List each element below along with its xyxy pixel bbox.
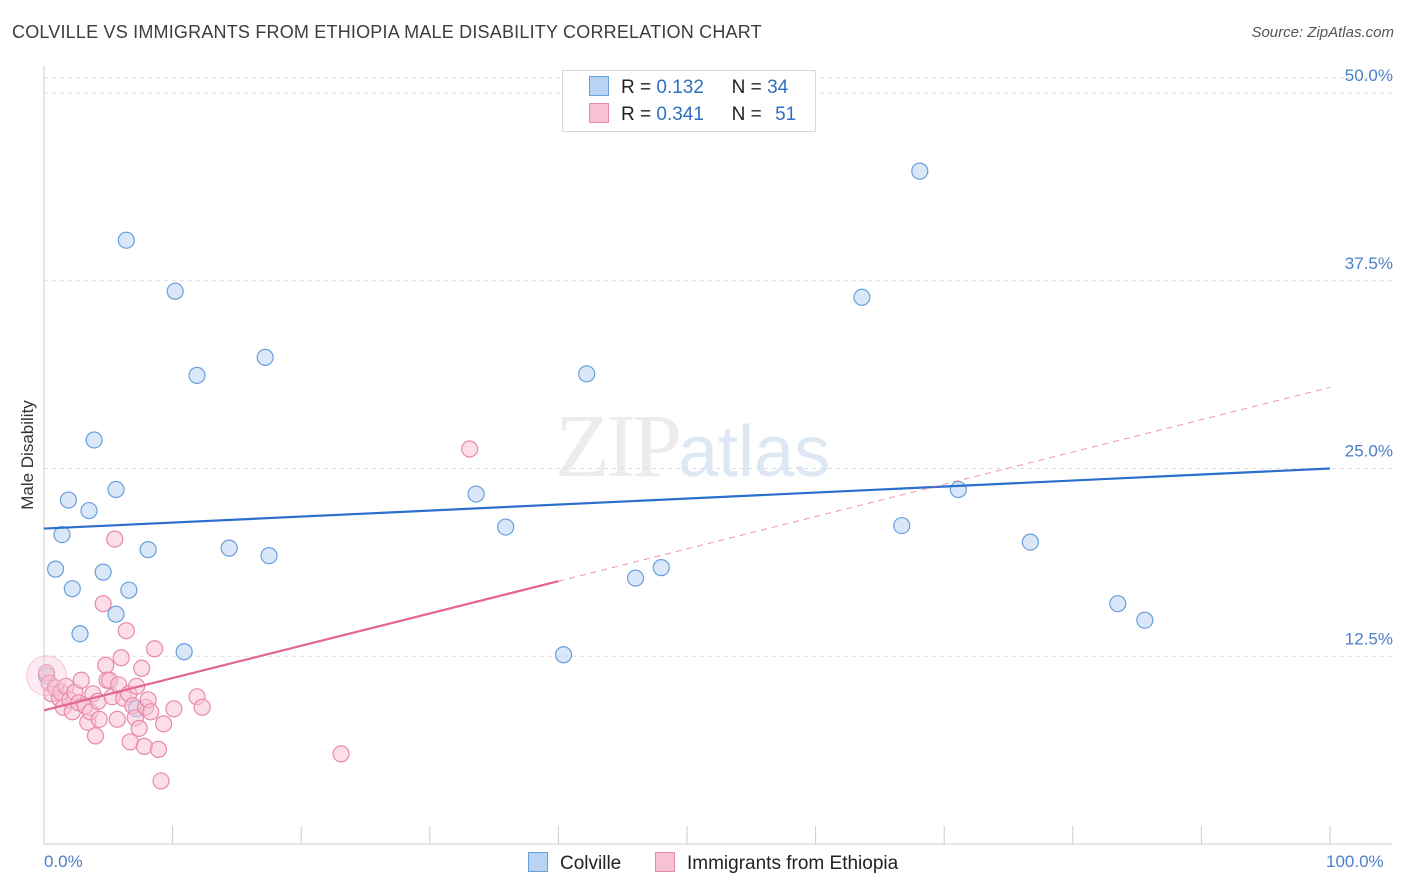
x-tick-max: 100.0% — [1326, 852, 1384, 871]
point-ethiopia-36 — [130, 719, 148, 737]
point-colville-2 — [53, 525, 71, 544]
trendline-ethiopia-extension — [558, 386, 1331, 582]
point-colville-10 — [107, 480, 125, 499]
source-label: Source: ZipAtlas.com — [1251, 24, 1394, 41]
point-colville-14 — [139, 541, 157, 559]
point-colville-33 — [1136, 611, 1154, 629]
x-tick-min: 0.0% — [44, 852, 83, 871]
point-colville-30 — [949, 480, 967, 499]
legend-n-value-ethiopia: 51 — [775, 104, 797, 125]
point-colville-27 — [853, 288, 871, 306]
point-ethiopia-12 — [72, 671, 90, 689]
point-colville-24 — [578, 365, 596, 383]
point-ethiopia-42 — [145, 640, 164, 658]
point-ethiopia-50 — [193, 698, 211, 716]
point-colville-18 — [220, 539, 238, 557]
point-colville-21 — [467, 485, 485, 503]
bottom-legend-swatch-colville — [528, 852, 548, 872]
bottom-legend-label-colville: Colville — [560, 853, 622, 874]
legend-swatch-ethiopia — [589, 103, 609, 123]
point-colville-25 — [626, 569, 645, 587]
point-colville-16 — [175, 643, 193, 661]
point-colville-12 — [120, 581, 138, 599]
point-ethiopia-21 — [97, 656, 115, 674]
point-ethiopia-37 — [133, 659, 151, 677]
bottom-legend-swatch-ethiopia — [655, 852, 675, 872]
point-ethiopia-25 — [106, 530, 124, 548]
bottom-legend-ethiopia: Immigrants from Ethiopia — [655, 852, 898, 875]
point-ethiopia-43 — [149, 740, 168, 758]
point-ethiopia-45 — [154, 715, 173, 733]
point-colville-7 — [85, 431, 103, 449]
point-colville-23 — [554, 646, 573, 664]
point-ethiopia-41 — [142, 703, 160, 721]
point-colville-32 — [1109, 595, 1127, 613]
point-colville-28 — [893, 516, 911, 535]
point-ethiopia-26 — [108, 710, 126, 728]
point-colville-1 — [46, 560, 65, 578]
y-tick-label-2: 37.5% — [1345, 254, 1393, 273]
point-colville-19 — [256, 348, 274, 366]
point-colville-22 — [497, 518, 515, 536]
point-colville-15 — [166, 282, 184, 300]
legend-r-value-colville: 0.132 — [656, 77, 704, 98]
point-ethiopia-19 — [90, 710, 108, 728]
bottom-legend-label-ethiopia: Immigrants from Ethiopia — [687, 853, 899, 874]
legend-r-label: R = — [621, 77, 652, 98]
point-colville-6 — [80, 501, 98, 520]
stats-legend: R = 0.132 N = 34 R = 0.341 N = 51 — [562, 70, 816, 132]
point-ethiopia-46 — [165, 700, 183, 718]
point-ethiopia-44 — [152, 772, 170, 790]
legend-n-label: N = — [731, 77, 762, 98]
y-tick-label-1: 25.0% — [1345, 442, 1393, 461]
legend-n-value-colville: 34 — [767, 77, 789, 98]
point-colville-4 — [63, 580, 81, 598]
point-ethiopia-17 — [86, 727, 105, 745]
point-colville-31 — [1021, 533, 1039, 551]
point-ethiopia-30 — [117, 622, 135, 640]
point-ethiopia-20 — [94, 595, 112, 613]
point-ethiopia-32 — [121, 733, 139, 751]
point-colville-26 — [652, 559, 670, 577]
point-ethiopia-cluster — [26, 655, 68, 697]
point-colville-5 — [71, 625, 89, 643]
trendline-colville — [43, 467, 1331, 530]
bottom-legend-colville: Colville — [528, 852, 621, 875]
y-tick-label-3: 50.0% — [1345, 66, 1393, 85]
point-colville-29 — [911, 162, 929, 180]
legend-swatch-colville — [589, 76, 609, 96]
point-colville-8 — [94, 563, 112, 581]
point-colville-20 — [260, 547, 278, 565]
legend-r-label: R = — [621, 104, 652, 125]
point-ethiopia-49 — [461, 440, 479, 458]
legend-n-label: N = — [731, 104, 762, 125]
chart-title: COLVILLE VS IMMIGRANTS FROM ETHIOPIA MAL… — [12, 22, 762, 42]
point-ethiopia-28 — [112, 649, 130, 667]
point-colville-3 — [59, 491, 78, 509]
trendline-ethiopia — [43, 580, 559, 712]
point-colville-17 — [188, 366, 206, 384]
legend-r-value-ethiopia: 0.341 — [656, 104, 704, 125]
legend-row-ethiopia: R = 0.341 N = 51 — [589, 103, 796, 125]
y-tick-label-0: 12.5% — [1345, 629, 1393, 648]
point-colville-9 — [107, 605, 125, 623]
point-ethiopia-38 — [135, 737, 153, 755]
legend-row-colville: R = 0.132 N = 34 — [589, 76, 788, 98]
point-ethiopia-48 — [332, 745, 350, 763]
point-colville-11 — [117, 231, 135, 249]
